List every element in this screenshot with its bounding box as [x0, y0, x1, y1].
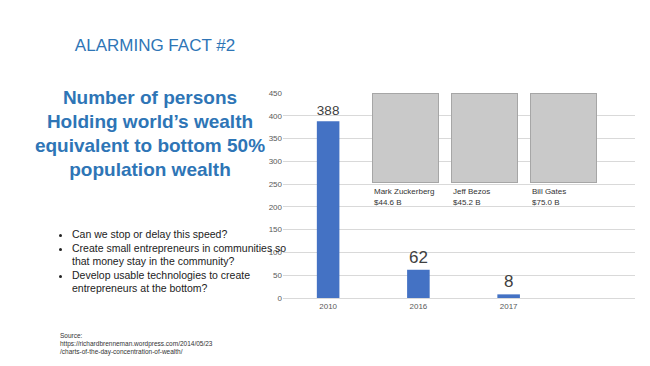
svg-text:388: 388 — [317, 103, 340, 118]
svg-text:350: 350 — [269, 134, 283, 143]
html-text:Can we stop or delay this spee: Can we stop or delay this speed? — [72, 228, 228, 240]
html-text:Jeff Bezos: Jeff Bezos — [453, 187, 491, 196]
svg-text:400: 400 — [269, 112, 283, 121]
svg-text:0: 0 — [278, 294, 283, 303]
svg-text:62: 62 — [409, 248, 428, 267]
svg-text:50: 50 — [273, 271, 282, 280]
html-text:Bill Gates: Bill Gates — [532, 187, 567, 196]
svg-text:450: 450 — [269, 89, 283, 98]
svg-text:250: 250 — [269, 180, 283, 189]
html-text:Source:: Source: — [60, 332, 83, 339]
svg-text:2017: 2017 — [500, 302, 518, 311]
svg-text:300: 300 — [269, 157, 283, 166]
html-text:Develop usable technologies to: Develop usable technologies to create en… — [72, 269, 250, 294]
svg-text:2010: 2010 — [319, 302, 337, 311]
html-text:Mark Zuckerberg: Mark Zuckerberg — [374, 187, 435, 196]
html-text:$44.6 B: $44.6 B — [374, 198, 402, 207]
html-text:Holding world’s wealth: Holding world’s wealth — [46, 111, 254, 132]
svg-text:2016: 2016 — [409, 302, 427, 311]
html-text:ALARMING FACT #2: ALARMING FACT #2 — [74, 36, 236, 55]
html-text:Create small entrepreneurs in: Create small entrepreneurs in communitie… — [72, 242, 287, 267]
html-text:equivalent to bottom 50%: equivalent to bottom 50% — [34, 135, 266, 156]
html-text:https://richardbrenneman.wordp: https://richardbrenneman.wordpress.com/2… — [60, 340, 213, 347]
svg-text:8: 8 — [504, 272, 513, 291]
html-text:$75.0 B: $75.0 B — [532, 198, 560, 207]
svg-text:200: 200 — [269, 203, 283, 212]
html-text:$45.2 B: $45.2 B — [453, 198, 481, 207]
svg-text:150: 150 — [269, 225, 283, 234]
html-text:population wealth: population wealth — [69, 159, 231, 180]
html-text:Number of persons: Number of persons — [62, 87, 238, 108]
html-text:/charts-of-the-day-concentrati: /charts-of-the-day-concentration-of-weal… — [60, 348, 183, 355]
